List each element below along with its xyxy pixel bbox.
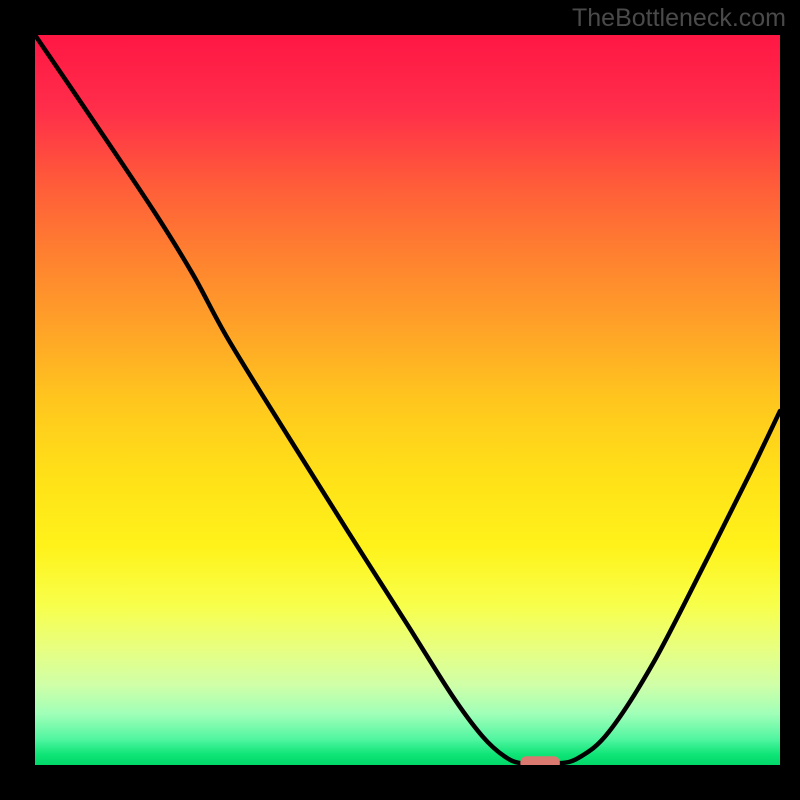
chart-container	[35, 35, 780, 765]
curve-overlay	[35, 35, 780, 765]
optimal-marker	[520, 756, 559, 765]
watermark-text: TheBottleneck.com	[572, 4, 786, 33]
bottleneck-curve	[35, 35, 780, 764]
